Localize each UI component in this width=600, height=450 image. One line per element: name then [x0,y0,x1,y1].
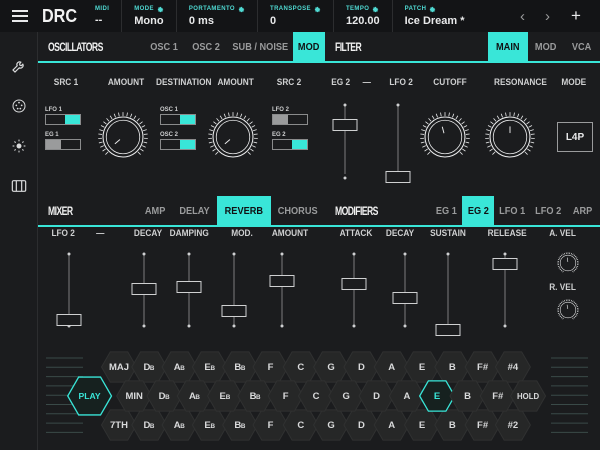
svg-text:G: G [327,420,334,431]
svg-text:B: B [150,365,155,372]
svg-text:F#: F# [477,420,489,431]
svg-text:F: F [268,362,274,373]
svg-text:A: A [388,362,395,373]
svg-text:E: E [434,391,440,402]
svg-text:A: A [403,391,410,402]
svg-text:MAJ: MAJ [109,362,129,373]
svg-text:B: B [226,394,231,401]
svg-text:B: B [180,365,185,372]
svg-text:7TH: 7TH [110,420,128,431]
svg-text:B: B [449,420,456,431]
svg-text:D: D [358,420,365,431]
svg-text:B: B [180,423,185,430]
svg-text:B: B [256,394,261,401]
svg-text:HOLD: HOLD [517,392,539,401]
svg-text:B: B [195,394,200,401]
svg-text:C: C [297,362,304,373]
svg-text:G: G [343,391,350,402]
svg-text:#4: #4 [508,362,519,373]
svg-text:B: B [165,394,170,401]
svg-text:C: C [297,420,304,431]
svg-text:B: B [449,362,456,373]
svg-text:B: B [150,423,155,430]
svg-text:C: C [313,391,320,402]
svg-text:F#: F# [492,391,504,402]
svg-text:D: D [358,362,365,373]
svg-text:F#: F# [477,362,489,373]
svg-text:E: E [419,420,425,431]
svg-text:PLAY: PLAY [79,391,101,401]
svg-text:F: F [268,420,274,431]
svg-text:B: B [241,423,246,430]
svg-text:#2: #2 [508,420,519,431]
svg-text:D: D [373,391,380,402]
svg-text:B: B [211,423,216,430]
svg-text:G: G [327,362,334,373]
svg-text:B: B [241,365,246,372]
svg-text:E: E [419,362,425,373]
svg-text:B: B [464,391,471,402]
svg-text:F: F [283,391,289,402]
svg-text:B: B [211,365,216,372]
svg-text:MIN: MIN [125,391,143,402]
svg-text:A: A [388,420,395,431]
